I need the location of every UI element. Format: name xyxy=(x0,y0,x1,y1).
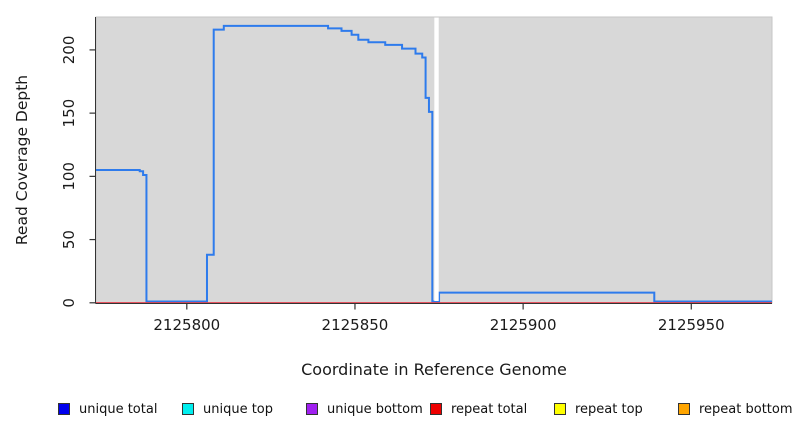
legend-item-repeat-bottom: repeat bottom xyxy=(678,397,792,421)
legend-swatch-repeat-top xyxy=(554,403,566,415)
no-data-gap-band xyxy=(434,17,439,301)
x-tick-label: 2125900 xyxy=(490,316,557,334)
legend-item-unique-top: unique top xyxy=(182,397,273,421)
legend-label: repeat bottom xyxy=(699,401,792,417)
legend-item-unique-total: unique total xyxy=(58,397,157,421)
y-axis-title: Read Coverage Depth xyxy=(13,75,31,245)
legend-item-repeat-total: repeat total xyxy=(430,397,527,421)
legend-label: unique total xyxy=(79,401,158,417)
x-tick-label: 2125950 xyxy=(658,316,725,334)
series-unique-total-line xyxy=(96,24,772,303)
x-axis-title: Coordinate in Reference Genome xyxy=(301,360,567,379)
plot-background xyxy=(95,16,773,304)
legend-swatch-repeat-total xyxy=(430,403,442,415)
legend-swatch-unique-total xyxy=(58,403,70,415)
y-tick-label: 50 xyxy=(60,230,78,249)
legend: unique total unique top unique bottom repea… xyxy=(0,397,792,421)
y-tick-label: 0 xyxy=(60,298,78,308)
legend-label: repeat total xyxy=(451,401,528,417)
legend-swatch-repeat-bottom xyxy=(678,403,690,415)
legend-item-repeat-top: repeat top xyxy=(554,397,643,421)
legend-label: unique bottom xyxy=(327,401,423,417)
legend-item-unique-bottom: unique bottom xyxy=(306,397,423,421)
legend-swatch-unique-bottom xyxy=(306,403,318,415)
legend-label: unique top xyxy=(203,401,274,417)
x-tick-label: 2125800 xyxy=(153,316,220,334)
legend-swatch-unique-top xyxy=(182,403,194,415)
y-tick-label: 100 xyxy=(60,162,78,191)
legend-label: repeat top xyxy=(575,401,643,417)
x-tick-label: 2125850 xyxy=(322,316,389,334)
y-tick-label: 150 xyxy=(60,99,78,128)
y-tick-label: 200 xyxy=(60,36,78,65)
